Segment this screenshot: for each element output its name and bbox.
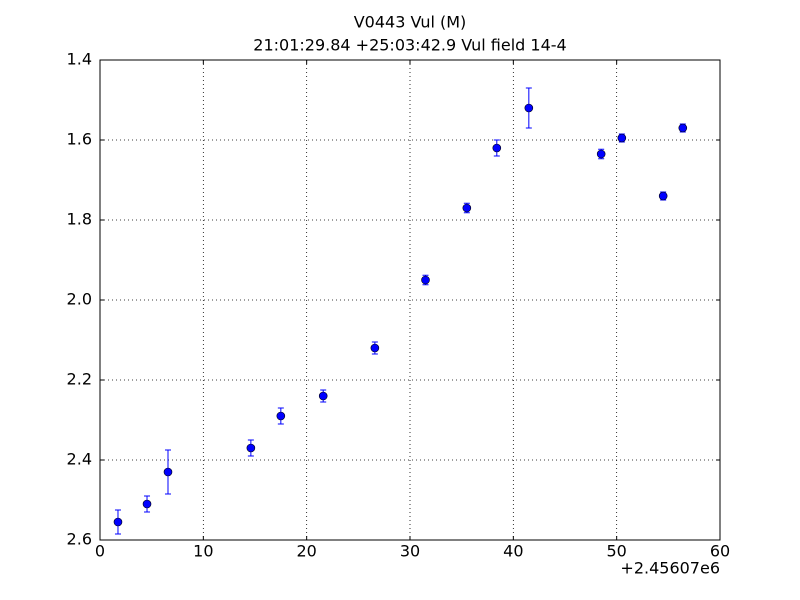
data-point: [163, 467, 173, 477]
data-point: [524, 103, 534, 113]
data-point: [318, 391, 328, 401]
data-point: [658, 191, 668, 201]
x-tick-label: 30: [400, 542, 420, 561]
y-tick-label: 1.4: [67, 50, 92, 69]
data-point: [370, 343, 380, 353]
x-tick-label: 60: [710, 542, 730, 561]
data-point: [492, 143, 502, 153]
data-point: [617, 133, 627, 143]
x-tick-label: 0: [95, 542, 105, 561]
data-point: [462, 203, 472, 213]
data-point: [596, 149, 606, 159]
x-offset-label: +2.45607e6: [620, 559, 720, 578]
x-tick-label: 20: [296, 542, 316, 561]
y-tick-label: 2.4: [67, 450, 92, 469]
x-tick-label: 40: [503, 542, 523, 561]
y-tick-label: 1.6: [67, 130, 92, 149]
chart-title: V0443 Vul (M): [354, 13, 467, 32]
data-point: [246, 443, 256, 453]
data-point: [678, 123, 688, 133]
x-tick-label: 10: [193, 542, 213, 561]
chart-subtitle: 21:01:29.84 +25:03:42.9 Vul field 14-4: [253, 36, 566, 55]
y-tick-label: 2.6: [67, 530, 92, 549]
data-point: [421, 275, 430, 285]
data-point: [113, 517, 123, 527]
data-point: [276, 411, 286, 421]
data-point: [142, 499, 152, 509]
y-tick-label: 2.0: [67, 290, 92, 309]
y-tick-label: 2.2: [67, 370, 92, 389]
x-tick-label: 50: [606, 542, 626, 561]
y-tick-label: 1.8: [67, 210, 92, 229]
plot-frame: [99, 59, 721, 541]
